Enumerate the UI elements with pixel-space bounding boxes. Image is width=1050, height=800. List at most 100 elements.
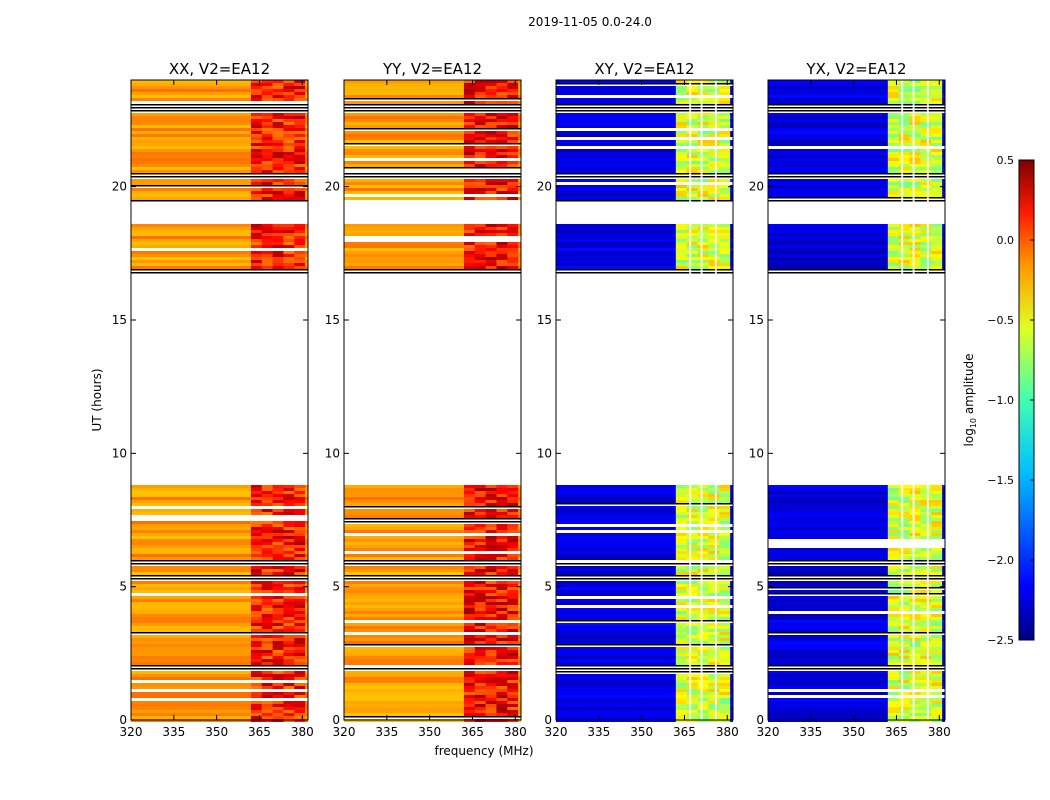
spectrum-cell-band <box>283 596 295 599</box>
spectrum-cell-band <box>463 662 476 665</box>
spectrum-cell-band <box>463 674 476 677</box>
spectrum-row-edge <box>305 497 308 500</box>
spectrum-cell-band <box>909 572 921 575</box>
spectrum-row-background <box>768 680 888 683</box>
spectrum-cell-band <box>294 539 306 542</box>
spectrum-cell-band <box>708 554 720 557</box>
spectrum-cell-band <box>719 581 731 584</box>
spectrum-cell-band <box>686 653 698 656</box>
flagged-row <box>131 578 308 580</box>
spectrum-cell-band <box>708 257 720 260</box>
spectrum-cell-band <box>261 83 273 86</box>
spectrum-cell-band <box>474 182 486 185</box>
spectrum-row-background <box>131 245 251 248</box>
spectrum-row-background <box>768 626 888 629</box>
spectrum-cell-band <box>898 674 910 677</box>
spectrum-cell-band <box>920 635 932 638</box>
spectrum-row-edge <box>305 227 308 230</box>
spectrum-cell-band <box>507 134 519 137</box>
spectrum-cell-band <box>675 698 688 701</box>
spectrum-row-edge <box>942 710 945 713</box>
spectrum-cell-band <box>697 707 709 710</box>
spectrum-cell-band <box>250 233 263 236</box>
spectrum-cell-band <box>485 185 497 188</box>
spectrum-cell-band <box>272 485 284 488</box>
spectrum-row-edge <box>305 539 308 542</box>
spectrum-cell-band <box>931 503 943 506</box>
spectrum-row-background <box>131 149 251 152</box>
spectrum-cell-band <box>283 191 295 194</box>
spectrum-cell-band <box>294 581 306 584</box>
spectrum-cell-band <box>272 674 284 677</box>
spectrum-cell-band <box>708 635 720 638</box>
spectrum-cell-band <box>250 239 263 242</box>
spectrum-cell-band <box>474 509 486 512</box>
spectrum-cell-band <box>909 92 921 95</box>
spectrum-cell-band <box>496 155 508 158</box>
spectrum-cell-band <box>898 638 910 641</box>
spectrum-cell-band <box>920 623 932 626</box>
spectrum-cell-band <box>887 707 900 710</box>
spectrum-row-background <box>768 134 888 137</box>
spectrum-cell-band <box>250 605 263 608</box>
spectrum-cell-band <box>272 716 284 719</box>
spectrum-cell-band <box>272 590 284 593</box>
spectrum-cell-band <box>485 605 497 608</box>
spectrum-row-edge <box>518 113 521 116</box>
spectrum-cell-band <box>496 497 508 500</box>
spectrum-cell-band <box>887 605 900 608</box>
spectrum-row-edge <box>942 677 945 680</box>
spectrum-cell-band <box>485 164 497 167</box>
spectrum-row-edge <box>518 245 521 248</box>
spectrum-cell-band <box>719 245 731 248</box>
spectrum-row-edge <box>730 536 733 539</box>
spectrum-row-edge <box>518 605 521 608</box>
spectrum-cell-band <box>887 572 900 575</box>
spectrum-row-edge <box>730 488 733 491</box>
spectrum-row-edge <box>518 623 521 626</box>
spectrum-row-background <box>131 161 251 164</box>
spectrum-cell-band <box>920 167 932 170</box>
spectrum-cell-band <box>283 164 295 167</box>
spectrum-cell-band <box>909 143 921 146</box>
spectrum-cell-band <box>931 551 943 554</box>
spectrum-cell-band <box>898 194 910 197</box>
spectrum-cell-band <box>909 227 921 230</box>
spectrum-cell-band <box>697 92 709 95</box>
spectrum-cell-band <box>261 530 273 533</box>
spectrum-cell-band <box>697 521 709 524</box>
spectrum-cell-band <box>250 620 263 623</box>
spectrum-cell-band <box>909 650 921 653</box>
spectrum-row-edge <box>942 164 945 167</box>
spectrum-cell-band <box>463 140 476 143</box>
spectrum-row-background <box>344 572 464 575</box>
spectrum-cell-band <box>887 266 900 269</box>
spectrum-cell-band <box>719 692 731 695</box>
spectrum-row-background <box>344 197 464 200</box>
spectrum-cell-band <box>283 716 295 719</box>
spectrum-cell-band <box>675 488 688 491</box>
spectrum-cell-band <box>708 572 720 575</box>
spectrum-cell-band <box>250 584 263 587</box>
spectrum-cell-band <box>898 491 910 494</box>
spectrum-cell-band <box>474 233 486 236</box>
spectrum-cell-band <box>931 170 943 173</box>
spectrum-row-background <box>556 251 676 254</box>
spectrum-cell-band <box>887 506 900 509</box>
spectrum-cell-band <box>272 236 284 239</box>
spectrum-cell-band <box>898 704 910 707</box>
spectrum-cell-band <box>294 554 306 557</box>
spectrum-cell-band <box>261 263 273 266</box>
spectrum-cell-band <box>920 266 932 269</box>
spectrum-cell-band <box>931 614 943 617</box>
spectrum-cell-band <box>261 152 273 155</box>
spectrum-cell-band <box>675 593 688 596</box>
spectrum-cell-band <box>250 599 263 602</box>
spectrum-row-background <box>768 710 888 713</box>
spectrum-cell-band <box>708 647 720 650</box>
spectrum-row-background <box>768 224 888 227</box>
spectrum-cell-band <box>463 596 476 599</box>
spectrum-row-background <box>344 608 464 611</box>
spectrum-cell-band <box>507 539 519 542</box>
spectrum-cell-band <box>283 710 295 713</box>
